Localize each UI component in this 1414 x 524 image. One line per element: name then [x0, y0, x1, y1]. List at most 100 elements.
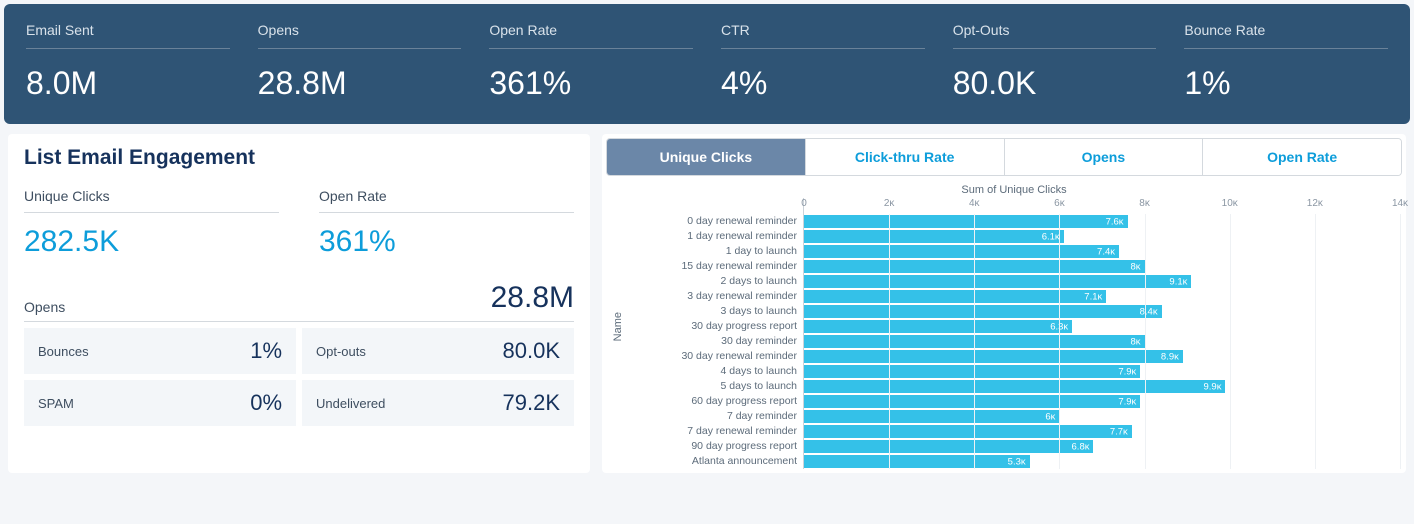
bar-row: 8.9ᴋ: [804, 349, 1400, 364]
kpi-value: 28.8M: [258, 65, 462, 102]
bar[interactable]: 7.7ᴋ: [804, 425, 1132, 438]
bar-value: 7.9ᴋ: [1118, 396, 1136, 407]
bar[interactable]: 9.9ᴋ: [804, 380, 1225, 393]
bar-value: 6ᴋ: [1045, 411, 1055, 422]
kpi-label: CTR: [721, 22, 925, 49]
bar[interactable]: 8.9ᴋ: [804, 350, 1183, 363]
x-tick: 8ᴋ: [1139, 198, 1150, 209]
opens-label: Opens: [24, 299, 65, 315]
bar-row: 7.4ᴋ: [804, 244, 1400, 259]
bar-row: 6.8ᴋ: [804, 439, 1400, 454]
bar[interactable]: 6.8ᴋ: [804, 440, 1093, 453]
x-tick: 6ᴋ: [1054, 198, 1065, 209]
kpi-label: Opt-Outs: [953, 22, 1157, 49]
sub-label: Undelivered: [316, 396, 385, 411]
sub-value: 1%: [250, 338, 282, 364]
bar-label: 90 day progress report: [628, 439, 797, 454]
bar-label: 7 day renewal reminder: [628, 424, 797, 439]
tab-click-thru-rate[interactable]: Click-thru Rate: [806, 139, 1005, 175]
bar-value: 8ᴋ: [1131, 336, 1141, 347]
bar-value: 7.1ᴋ: [1084, 291, 1102, 302]
bar[interactable]: 8.4ᴋ: [804, 305, 1162, 318]
tab-open-rate[interactable]: Open Rate: [1203, 139, 1401, 175]
bar-row: 8ᴋ: [804, 259, 1400, 274]
x-tick: 0: [801, 198, 807, 209]
bar-value: 9.9ᴋ: [1203, 381, 1221, 392]
bar-row: 7.9ᴋ: [804, 364, 1400, 379]
kpi-label: Opens: [258, 22, 462, 49]
metric-label: Open Rate: [319, 188, 574, 213]
bar[interactable]: 6.3ᴋ: [804, 320, 1072, 333]
bar-label: 3 days to launch: [628, 304, 797, 319]
bar-row: 8.4ᴋ: [804, 304, 1400, 319]
bars-area: 02ᴋ4ᴋ6ᴋ8ᴋ10ᴋ12ᴋ14ᴋ 7.6ᴋ6.1ᴋ7.4ᴋ8ᴋ9.1ᴋ7.1…: [803, 198, 1400, 469]
row-labels: 0 day renewal reminder1 day renewal remi…: [628, 198, 803, 469]
bar-value: 7.9ᴋ: [1118, 366, 1136, 377]
bar[interactable]: 7.9ᴋ: [804, 365, 1140, 378]
bar[interactable]: 7.9ᴋ: [804, 395, 1140, 408]
x-tick: 4ᴋ: [969, 198, 980, 209]
bar[interactable]: 6.1ᴋ: [804, 230, 1064, 243]
sub-label: Opt-outs: [316, 344, 366, 359]
bar-label: 5 days to launch: [628, 379, 797, 394]
bar-label: 30 day progress report: [628, 319, 797, 334]
bar-value: 7.6ᴋ: [1106, 216, 1124, 227]
tab-row: Unique ClicksClick-thru RateOpensOpen Ra…: [606, 138, 1402, 176]
bar-row: 9.1ᴋ: [804, 274, 1400, 289]
kpi-5: Bounce Rate 1%: [1174, 22, 1398, 102]
bar[interactable]: 7.4ᴋ: [804, 245, 1119, 258]
gridline: [974, 214, 975, 469]
bar-row: 8ᴋ: [804, 334, 1400, 349]
metric-unique-clicks: Unique Clicks 282.5K: [24, 188, 279, 259]
bar[interactable]: 9.1ᴋ: [804, 275, 1191, 288]
bar-value: 5.3ᴋ: [1008, 456, 1026, 467]
sub-metric-0: Bounces1%: [24, 328, 296, 374]
bar-row: 7.7ᴋ: [804, 424, 1400, 439]
bar[interactable]: 7.1ᴋ: [804, 290, 1106, 303]
sub-metrics-grid: Bounces1% Opt-outs 80.0K SPAM0% Undelivered 7…: [24, 328, 574, 426]
bar[interactable]: 5.3ᴋ: [804, 455, 1030, 468]
tab-opens[interactable]: Opens: [1005, 139, 1204, 175]
kpi-value: 361%: [489, 65, 693, 102]
sub-value: 79.2K: [503, 390, 561, 416]
kpi-label: Bounce Rate: [1184, 22, 1388, 49]
bar-label: 7 day reminder: [628, 409, 797, 424]
bar-row: 6ᴋ: [804, 409, 1400, 424]
gridline: [1059, 214, 1060, 469]
kpi-value: 80.0K: [953, 65, 1157, 102]
bar-label: 1 day renewal reminder: [628, 229, 797, 244]
bar-label: 1 day to launch: [628, 244, 797, 259]
tab-unique-clicks[interactable]: Unique Clicks: [607, 139, 806, 175]
gridline: [1145, 214, 1146, 469]
bar[interactable]: 6ᴋ: [804, 410, 1059, 423]
opens-row: Opens 28.8M: [24, 273, 574, 322]
bar-label: Atlanta announcement: [628, 454, 797, 469]
bar-label: 30 day reminder: [628, 334, 797, 349]
bar-label: 60 day progress report: [628, 394, 797, 409]
bar-row: 7.6ᴋ: [804, 214, 1400, 229]
metric-open-rate: Open Rate 361%: [319, 188, 574, 259]
bar-label: 3 day renewal reminder: [628, 289, 797, 304]
bar-label: 0 day renewal reminder: [628, 214, 797, 229]
bar[interactable]: 7.6ᴋ: [804, 215, 1128, 228]
bar-row: 6.1ᴋ: [804, 229, 1400, 244]
kpi-4: Opt-Outs 80.0K: [943, 22, 1167, 102]
kpi-1: Opens 28.8M: [248, 22, 472, 102]
bar-label: 4 days to launch: [628, 364, 797, 379]
kpi-value: 1%: [1184, 65, 1388, 102]
kpi-value: 8.0M: [26, 65, 230, 102]
y-axis-label: Name: [608, 312, 628, 341]
sub-value: 80.0K: [503, 338, 561, 364]
sub-metric-3: Undelivered 79.2K: [302, 380, 574, 426]
kpi-0: Email Sent 8.0M: [16, 22, 240, 102]
bar-row: 5.3ᴋ: [804, 454, 1400, 469]
gridline: [889, 214, 890, 469]
kpi-label: Email Sent: [26, 22, 230, 49]
bar-row: 6.3ᴋ: [804, 319, 1400, 334]
sub-metric-2: SPAM0%: [24, 380, 296, 426]
x-tick: 10ᴋ: [1222, 198, 1238, 209]
bar-value: 6.8ᴋ: [1072, 441, 1090, 452]
kpi-2: Open Rate361%: [479, 22, 703, 102]
bar-value: 8ᴋ: [1131, 261, 1141, 272]
chart-panel: Unique ClicksClick-thru RateOpensOpen Ra…: [602, 134, 1406, 473]
